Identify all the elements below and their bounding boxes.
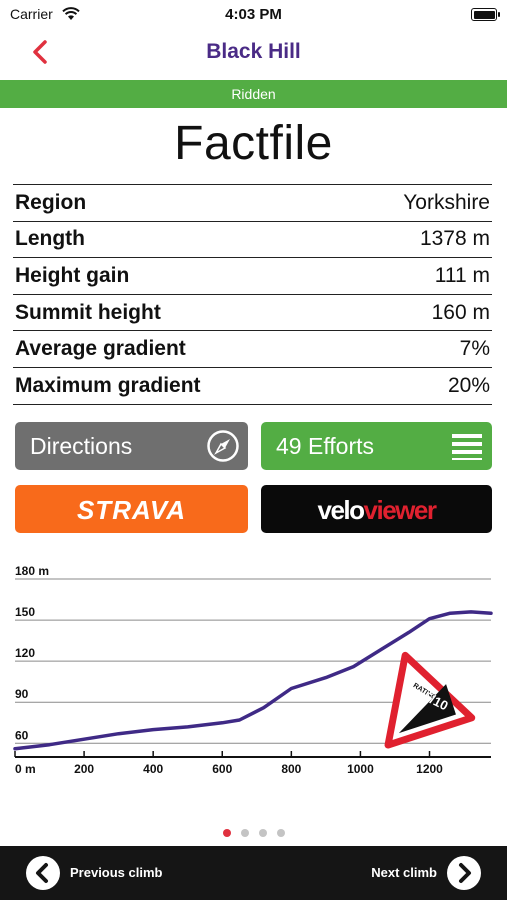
- back-button[interactable]: [26, 38, 56, 68]
- page-dot[interactable]: [222, 829, 231, 837]
- chevron-right-circle-icon: [447, 856, 481, 890]
- status-bar: Carrier 4:03 PM: [0, 0, 507, 28]
- wifi-icon: [62, 7, 80, 20]
- navigation-bar: Black Hill: [0, 28, 507, 78]
- fact-label: Summit height: [15, 300, 161, 324]
- veloviewer-logo-part1: velo: [317, 495, 366, 525]
- y-tick-label: 120: [15, 646, 35, 660]
- fact-value: 20%: [447, 373, 490, 397]
- fact-value: 160 m: [431, 300, 490, 324]
- ridden-status-banner: Ridden: [0, 80, 507, 108]
- page-title: Black Hill: [206, 40, 301, 63]
- strava-logo: STRAVA: [76, 495, 187, 525]
- fact-label: Length: [15, 227, 85, 251]
- bottom-navigation-bar: Previous climb Next climb: [0, 846, 507, 900]
- y-tick-label: 90: [15, 687, 29, 701]
- fact-row-average-gradient: Average gradient 7%: [13, 331, 492, 368]
- directions-label: Directions: [30, 433, 133, 459]
- x-tick-label: 600: [212, 762, 232, 776]
- chevron-left-circle-icon: [26, 856, 60, 890]
- elevation-profile-chart: 60 90 120 150 180 m 0 m 200 400 600 800 1000 1200 RA…: [13, 564, 493, 776]
- veloviewer-button[interactable]: veloviewer: [261, 485, 492, 533]
- fact-value: Yorkshire: [403, 190, 490, 214]
- veloviewer-logo-part2: viewer: [363, 495, 437, 525]
- fact-row-summit-height: Summit height 160 m: [13, 295, 492, 332]
- page-dot[interactable]: [240, 829, 249, 837]
- page-indicator[interactable]: [0, 824, 507, 842]
- fact-label: Height gain: [15, 263, 130, 287]
- x-tick-label: 200: [74, 762, 94, 776]
- carrier-label: Carrier: [10, 6, 53, 22]
- next-climb-label: Next climb: [371, 865, 437, 880]
- factfile-table: Region Yorkshire Length 1378 m Height ga…: [13, 184, 492, 405]
- x-tick-label: 800: [281, 762, 301, 776]
- fact-label: Region: [15, 190, 87, 214]
- fact-value: 111 m: [434, 263, 490, 287]
- fact-row-maximum-gradient: Maximum gradient 20%: [13, 368, 492, 405]
- fact-value: 7%: [459, 337, 490, 361]
- next-climb-button[interactable]: Next climb: [341, 856, 481, 890]
- chevron-left-icon: [33, 40, 47, 64]
- strava-button[interactable]: STRAVA: [15, 485, 248, 533]
- battery-icon: [471, 8, 500, 21]
- directions-button[interactable]: Directions: [15, 422, 248, 470]
- x-tick-label: 0 m: [15, 762, 36, 776]
- list-icon: [452, 434, 482, 460]
- status-time: 4:03 PM: [225, 6, 282, 23]
- previous-climb-button[interactable]: Previous climb: [26, 856, 196, 890]
- y-tick-label: 60: [15, 728, 29, 742]
- page-dot[interactable]: [276, 829, 285, 837]
- page-dot[interactable]: [258, 829, 267, 837]
- factfile-heading: Factfile: [174, 117, 333, 170]
- elevation-profile-line: [13, 610, 493, 751]
- y-tick-label: 150: [15, 605, 35, 619]
- compass-icon: [207, 430, 239, 462]
- fact-row-region: Region Yorkshire: [13, 185, 492, 222]
- x-tick-label: 1000: [347, 762, 374, 776]
- fact-label: Average gradient: [15, 337, 186, 361]
- y-tick-label: 180 m: [15, 564, 49, 578]
- efforts-label: 49 Efforts: [276, 433, 375, 459]
- previous-climb-label: Previous climb: [70, 865, 163, 880]
- fact-label: Maximum gradient: [15, 373, 201, 397]
- fact-row-length: Length 1378 m: [13, 222, 492, 259]
- veloviewer-logo: veloviewer: [261, 495, 492, 526]
- fact-row-height-gain: Height gain 111 m: [13, 258, 492, 295]
- efforts-button[interactable]: 49 Efforts: [261, 422, 492, 470]
- fact-value: 1378 m: [419, 227, 490, 251]
- x-tick-label: 1200: [416, 762, 443, 776]
- x-tick-label: 400: [143, 762, 163, 776]
